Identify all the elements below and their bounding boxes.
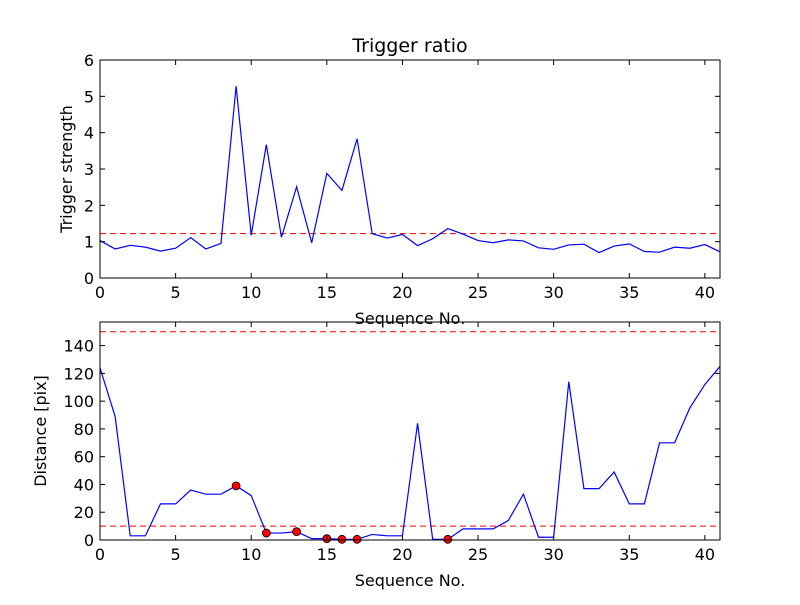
x-tick-label: 0 <box>95 283 105 302</box>
x-tick-label: 10 <box>241 545 261 564</box>
series-line <box>99 86 721 254</box>
x-axis-label: Sequence No. <box>355 571 466 590</box>
y-axis-label: Trigger strength <box>57 105 76 234</box>
y-tick-label: 6 <box>84 51 94 70</box>
x-tick-label: 40 <box>695 283 715 302</box>
x-tick-label: 40 <box>695 545 715 564</box>
data-marker <box>261 528 271 538</box>
distance-plot: 0 5 10 15 20 25 30 35 40 0 20 40 60 80 100 120 140 Sequen… <box>31 321 721 590</box>
data-marker <box>352 534 362 544</box>
x-tick-label: 35 <box>619 283 639 302</box>
y-axis-label: Distance [pix] <box>31 375 50 487</box>
x-tick-label: 15 <box>317 283 337 302</box>
y-tick-label: 3 <box>84 160 94 179</box>
trigger-ratio-plot: 0 5 10 15 20 25 30 35 40 0 1 2 3 4 5 6 Sequence No. Trigg… <box>57 35 721 328</box>
data-marker <box>443 534 453 544</box>
data-marker <box>231 481 241 491</box>
data-marker <box>337 534 347 544</box>
plot-frame <box>99 59 721 279</box>
x-tick-label: 30 <box>543 283 563 302</box>
x-axis-label: Sequence No. <box>355 309 466 328</box>
x-tick-label: 20 <box>392 283 412 302</box>
x-tick-label: 5 <box>171 283 181 302</box>
x-tick-label: 35 <box>619 545 639 564</box>
x-tick-label: 15 <box>317 545 337 564</box>
y-tick-label: 80 <box>74 420 94 439</box>
x-tick-label: 25 <box>468 545 488 564</box>
x-tick-label: 20 <box>392 545 412 564</box>
series-line <box>99 366 721 540</box>
y-tick-label: 2 <box>84 196 94 215</box>
y-tick-label: 4 <box>84 124 94 143</box>
x-tick-label: 0 <box>95 545 105 564</box>
y-tick-label: 0 <box>84 531 94 550</box>
y-tick-label: 100 <box>63 392 94 411</box>
x-tick-label: 30 <box>543 545 563 564</box>
y-tick-label: 120 <box>63 364 94 383</box>
y-tick-label: 0 <box>84 269 94 288</box>
y-tick-label: 60 <box>74 448 94 467</box>
x-tick-label: 5 <box>171 545 181 564</box>
y-tick-label: 140 <box>63 337 94 356</box>
x-tick-label: 10 <box>241 283 261 302</box>
plot-frame <box>99 321 721 541</box>
y-tick-label: 1 <box>84 233 94 252</box>
chart-title: Trigger ratio <box>351 35 467 57</box>
data-marker <box>292 527 301 537</box>
y-tick-label: 20 <box>74 503 94 522</box>
y-tick-label: 40 <box>74 475 94 494</box>
y-tick-label: 5 <box>84 87 94 106</box>
x-tick-label: 25 <box>468 283 488 302</box>
